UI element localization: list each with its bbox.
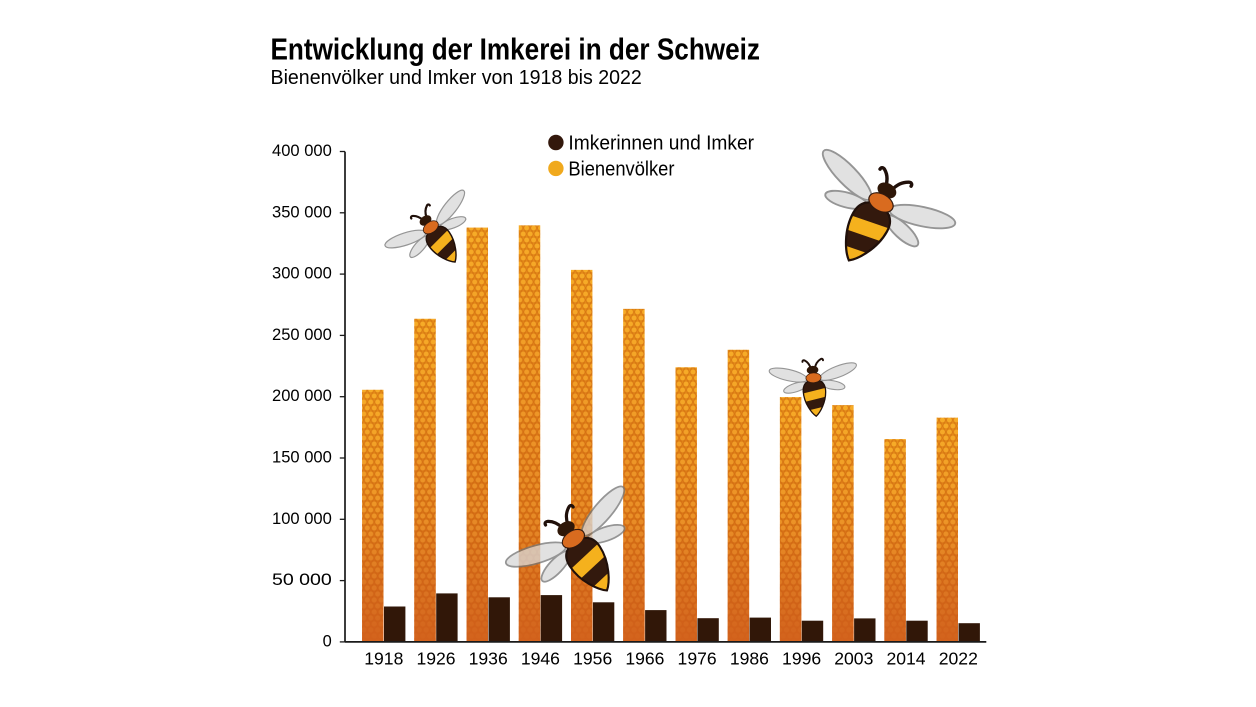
svg-text:50 000: 50 000 [272, 571, 332, 589]
svg-text:1976: 1976 [678, 649, 717, 669]
svg-text:250 000: 250 000 [272, 326, 332, 344]
svg-text:400 000: 400 000 [272, 142, 332, 160]
svg-text:1996: 1996 [782, 649, 821, 669]
svg-text:150 000: 150 000 [272, 449, 332, 467]
svg-text:Bienenvölker und Imker von 191: Bienenvölker und Imker von 1918 bis 2022 [271, 66, 642, 89]
svg-text:2003: 2003 [834, 649, 873, 669]
svg-text:1946: 1946 [521, 649, 560, 669]
svg-text:1986: 1986 [730, 649, 769, 669]
svg-text:200 000: 200 000 [272, 387, 332, 405]
svg-text:Imkerinnen und Imker: Imkerinnen und Imker [568, 132, 754, 155]
svg-text:1918: 1918 [364, 649, 403, 669]
svg-text:350 000: 350 000 [272, 203, 332, 221]
svg-text:2014: 2014 [886, 649, 925, 669]
svg-text:1926: 1926 [416, 649, 455, 669]
svg-text:300 000: 300 000 [272, 265, 332, 283]
svg-text:2022: 2022 [939, 649, 978, 669]
svg-text:1956: 1956 [573, 649, 612, 669]
svg-text:Entwicklung der Imkerei in der: Entwicklung der Imkerei in der Schweiz [271, 32, 761, 66]
svg-text:Bienenvölker: Bienenvölker [568, 158, 674, 181]
svg-text:1936: 1936 [469, 649, 508, 669]
svg-text:0: 0 [323, 632, 332, 650]
svg-text:1966: 1966 [625, 649, 664, 669]
svg-text:100 000: 100 000 [272, 510, 332, 528]
